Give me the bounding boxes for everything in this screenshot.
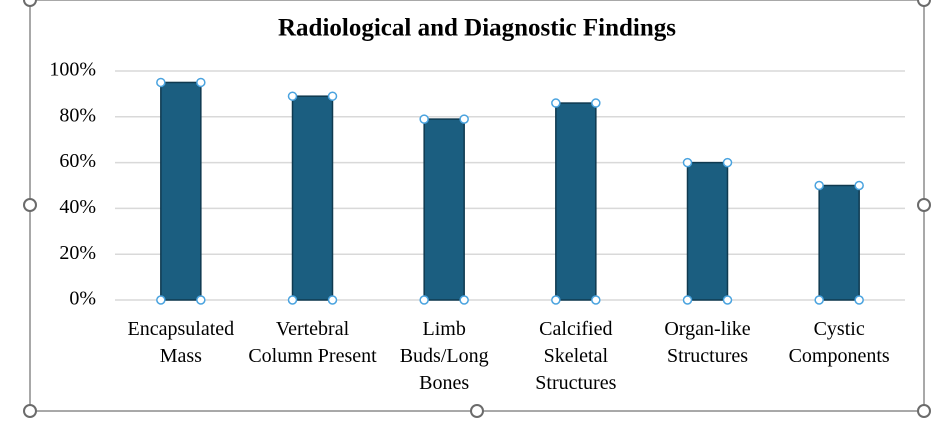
selection-handle xyxy=(682,157,693,168)
frame-handles xyxy=(23,0,931,418)
x-tick-label: Cystic Components xyxy=(788,318,890,367)
y-tick-label: 20% xyxy=(59,242,96,264)
selection-handle xyxy=(854,180,864,191)
x-tick-label: Calcified Skeletal Structures xyxy=(535,318,617,394)
selection-handle xyxy=(287,91,298,101)
y-tick-label: 100% xyxy=(49,59,96,81)
selection-handle xyxy=(287,295,298,305)
bar xyxy=(818,184,860,301)
selection-handle xyxy=(419,295,429,305)
selection-handle xyxy=(722,157,733,168)
bar xyxy=(291,95,334,301)
x-tick-label: Organ-like Structures xyxy=(664,318,751,367)
selection-handle xyxy=(682,295,693,305)
selection-handle xyxy=(551,295,561,305)
selection-handle xyxy=(591,98,601,108)
bar xyxy=(686,161,729,301)
selection-handle xyxy=(722,295,733,305)
selection-handle xyxy=(327,295,338,305)
selection-handle xyxy=(459,295,469,305)
selection-handle xyxy=(854,295,864,305)
x-tick-label: Encapsulated Mass xyxy=(127,318,235,367)
y-tick-label: 40% xyxy=(59,196,96,218)
selection-handle xyxy=(196,77,206,88)
y-tick-label: 80% xyxy=(59,104,96,126)
selection-handle xyxy=(551,98,561,108)
bar xyxy=(555,102,597,301)
x-tick-label: Limb Buds/Long Bones xyxy=(399,318,489,394)
y-tick-label: 0% xyxy=(69,288,96,310)
selection-handle xyxy=(196,295,206,305)
selection-handle xyxy=(814,295,824,305)
bar xyxy=(160,81,202,301)
selection-handle xyxy=(459,114,469,124)
selection-handle xyxy=(327,91,338,101)
selection-handle xyxy=(419,114,429,124)
y-tick-label: 60% xyxy=(59,150,96,172)
chart-title: Radiological and Diagnostic Findings xyxy=(278,15,676,42)
x-tick-label: Vertebral Column Present xyxy=(248,318,377,367)
bar xyxy=(423,118,465,301)
selection-handle xyxy=(814,180,824,191)
selection-handle xyxy=(591,295,601,305)
selection-handle xyxy=(156,295,166,305)
selection-handle xyxy=(156,77,166,88)
